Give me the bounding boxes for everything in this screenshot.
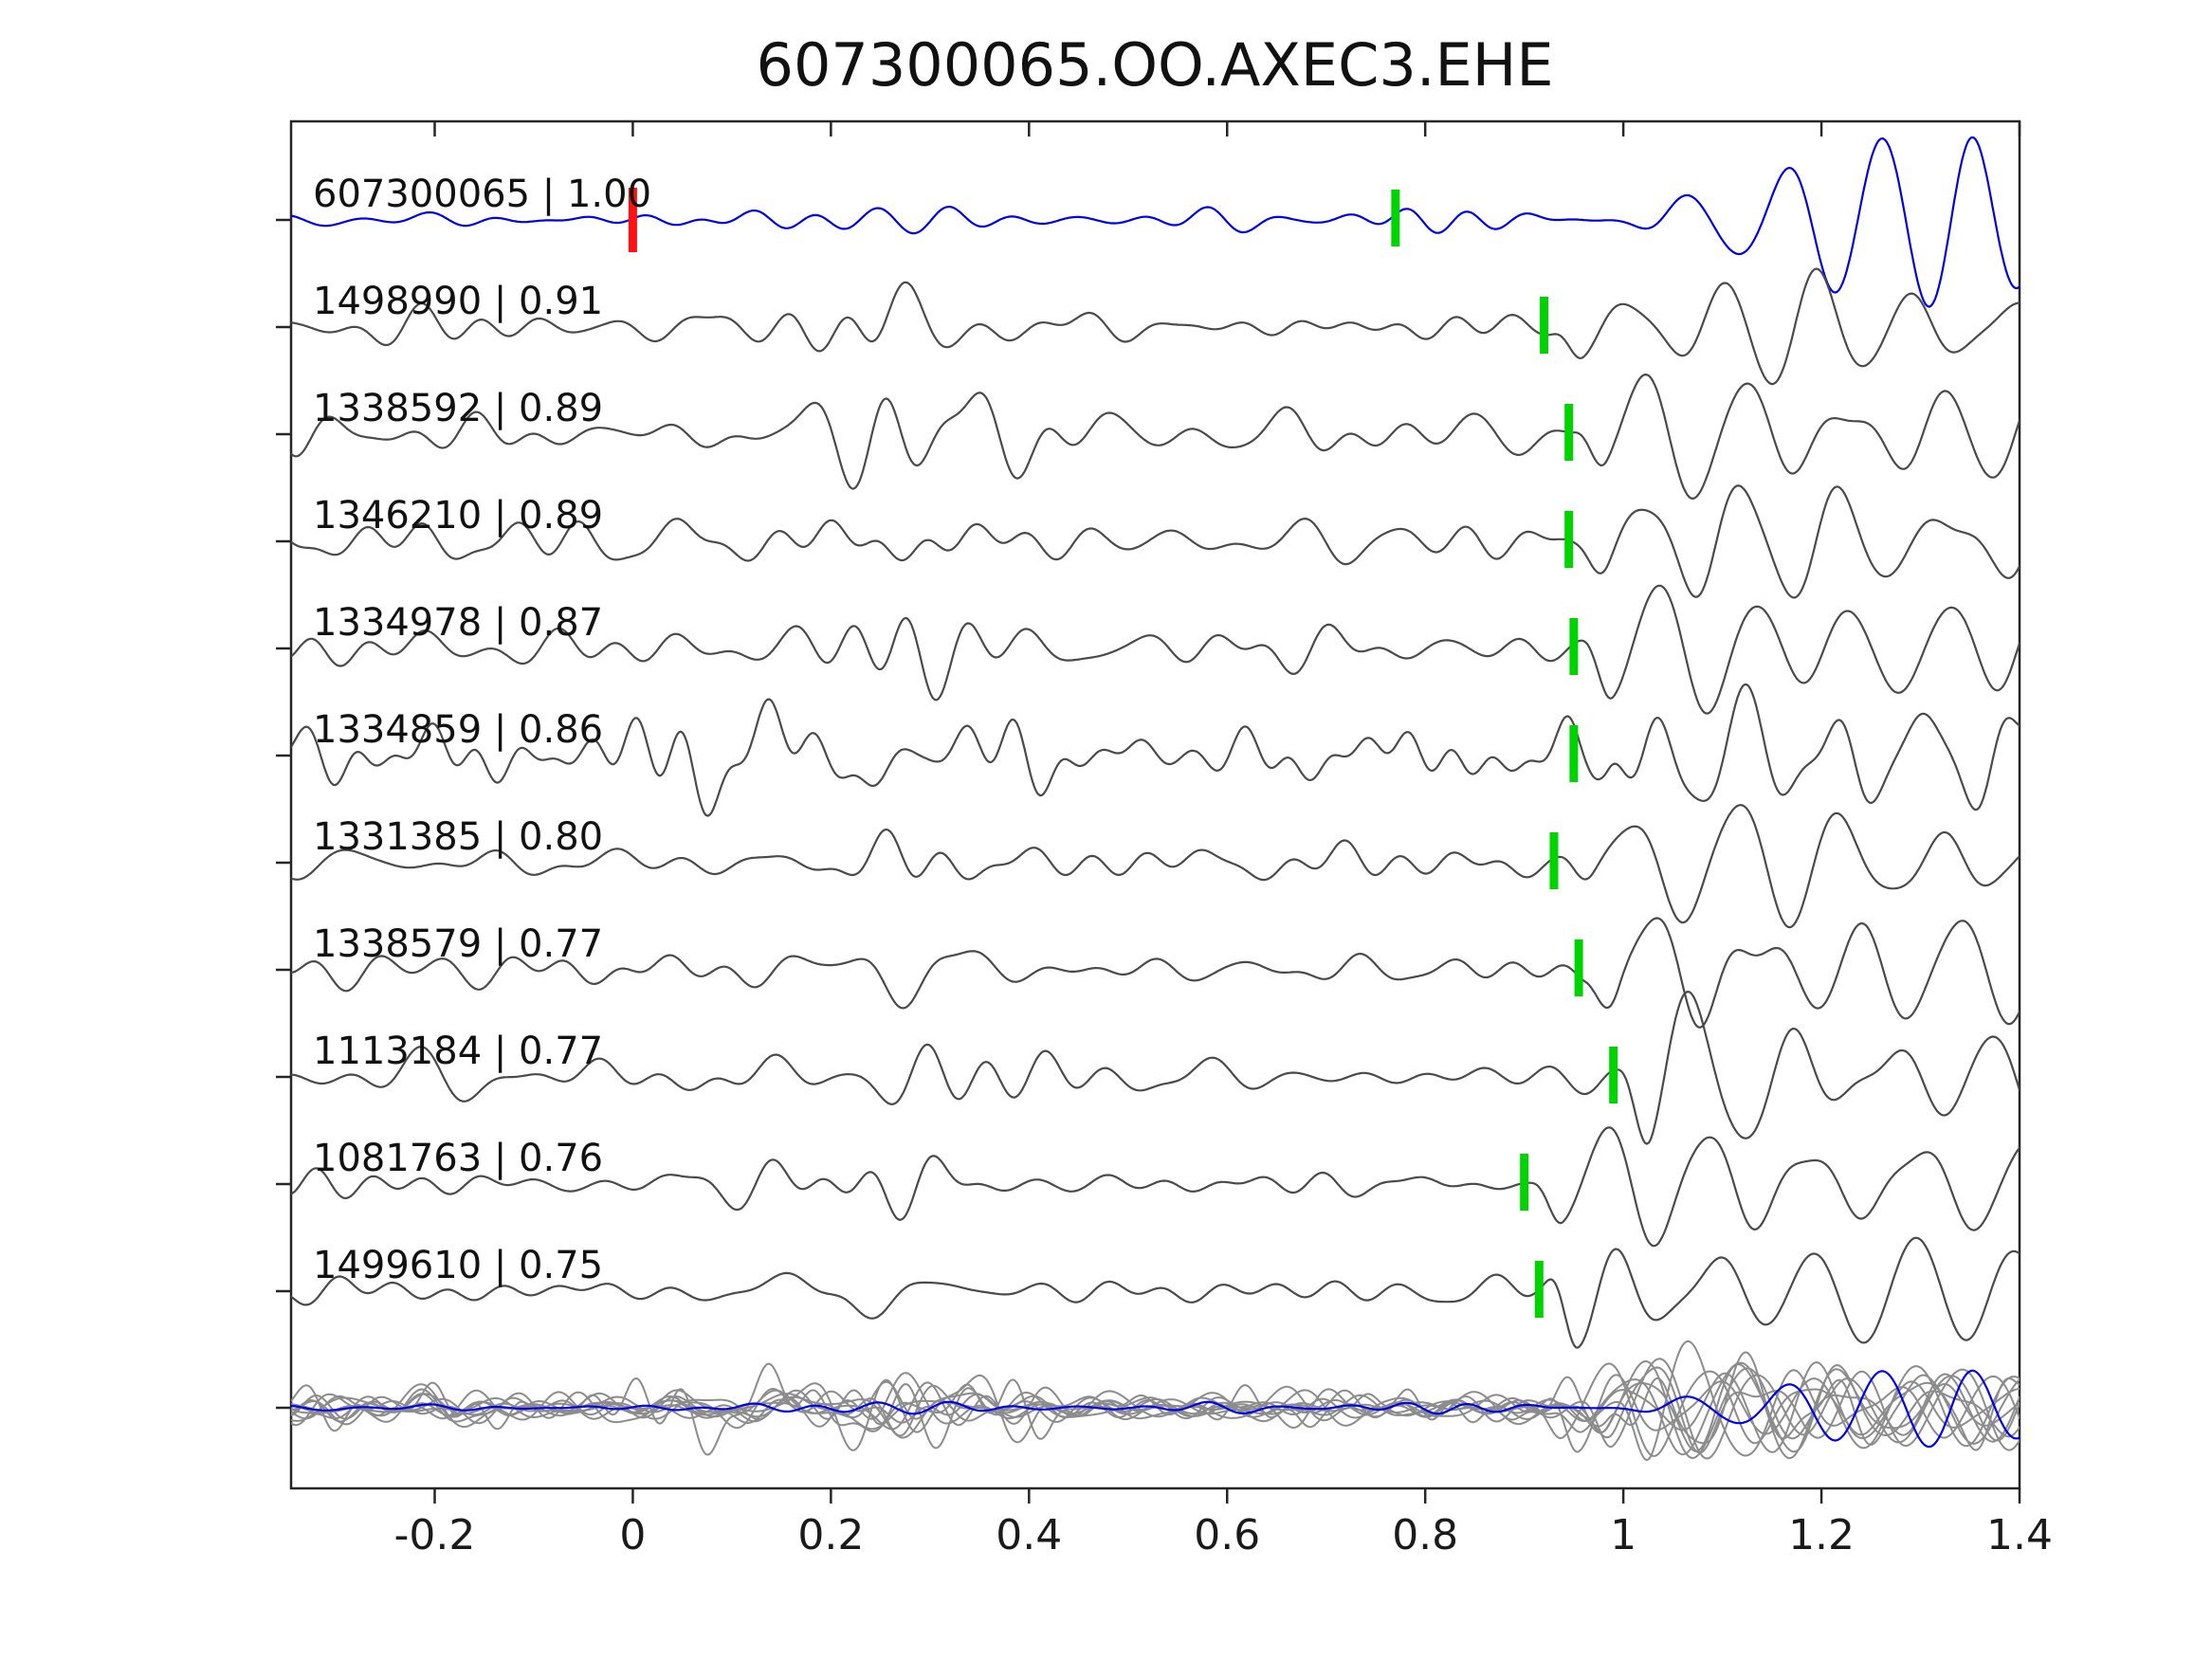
- x-tick-label: 1: [1610, 1511, 1636, 1559]
- x-tick-label: 0: [619, 1511, 646, 1559]
- trace-label: 1331385 | 0.80: [313, 815, 603, 859]
- trace-label: 1081763 | 0.76: [313, 1137, 603, 1180]
- x-tick-label: -0.2: [394, 1511, 476, 1559]
- trace-label: 1334978 | 0.87: [313, 601, 603, 645]
- axes-box: [289, 119, 2021, 1490]
- overlay-trace-1338579: [291, 1366, 2020, 1454]
- x-tick-label: 0.4: [996, 1511, 1062, 1559]
- waveform-trace-1338592: [291, 374, 2020, 501]
- waveform-trace-607300065: [291, 136, 2020, 308]
- trace-label: 1113184 | 0.77: [313, 1030, 603, 1073]
- overlay-trace-1113184: [291, 1340, 2020, 1462]
- waveform-trace-1499610: [291, 1236, 2020, 1349]
- overlay-trace-template: [291, 1369, 2020, 1449]
- waveform-layer: [291, 136, 2020, 1462]
- waveform-trace-1081763: [291, 1126, 2020, 1248]
- waveform-trace-1331385: [291, 804, 2020, 929]
- x-tick-label: 0.6: [1194, 1511, 1260, 1559]
- trace-label: 607300065 | 1.00: [313, 173, 651, 216]
- x-tick-label: 1.4: [1986, 1511, 2053, 1559]
- waveform-trace-1338579: [291, 917, 2020, 1029]
- trace-label: 1338592 | 0.89: [313, 387, 603, 430]
- trace-label: 1338579 | 0.77: [313, 922, 603, 966]
- waveform-trace-1346210: [291, 484, 2020, 599]
- plot-title: 607300065.OO.AXEC3.EHE: [757, 30, 1554, 100]
- trace-label: 1498990 | 0.91: [313, 280, 603, 323]
- trace-label: 1499610 | 0.75: [313, 1244, 603, 1287]
- x-tick-label: 0.2: [797, 1511, 864, 1559]
- trace-label: 1346210 | 0.89: [313, 494, 603, 538]
- waveform-trace-1113184: [291, 990, 2020, 1145]
- x-tick-label: 0.8: [1392, 1511, 1458, 1559]
- waveform-trace-1498990: [291, 267, 2020, 386]
- waveform-trace-1334978: [291, 584, 2020, 715]
- trace-label: 1334859 | 0.86: [313, 708, 603, 752]
- waveform-trace-1334859: [291, 683, 2020, 817]
- x-tick-label: 1.2: [1788, 1511, 1855, 1559]
